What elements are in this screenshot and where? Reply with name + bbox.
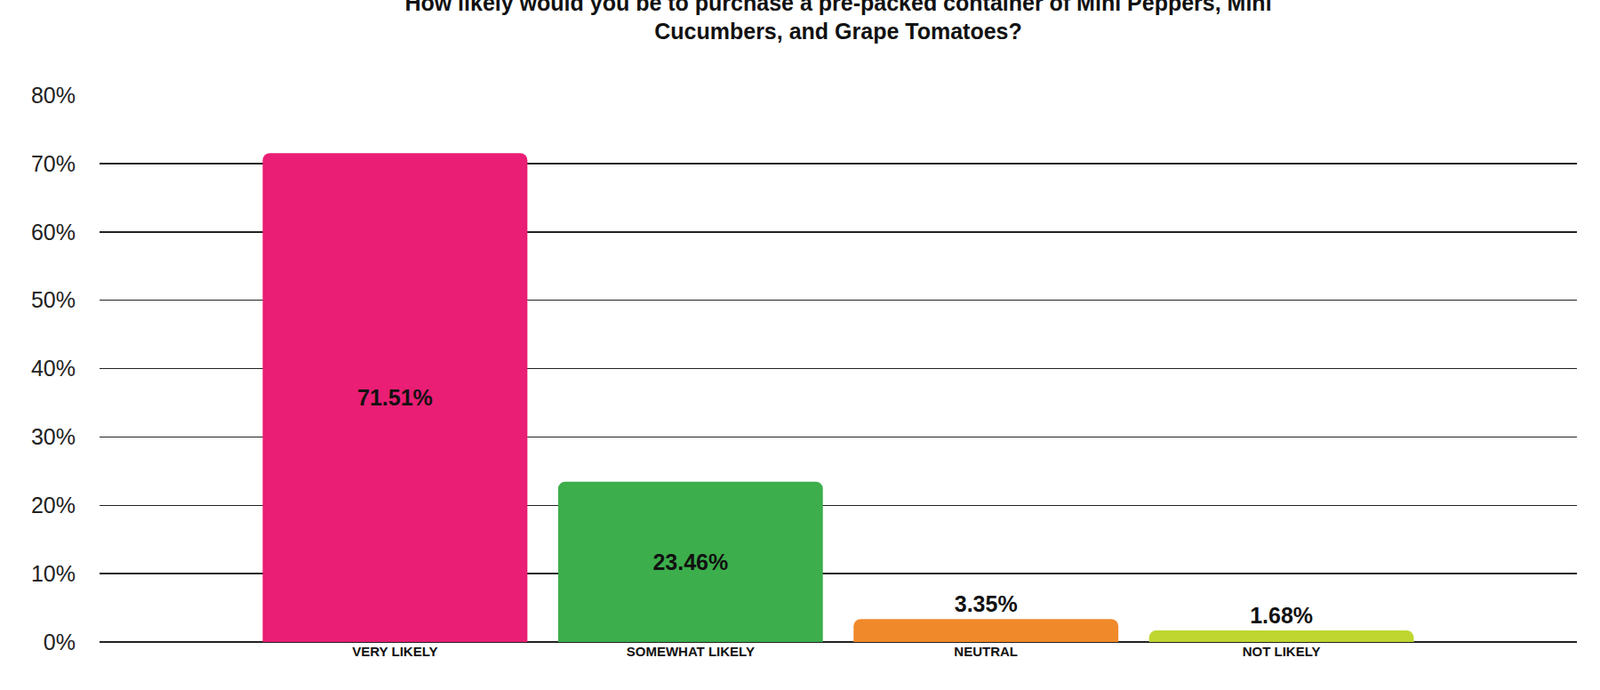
svg-text:NOT LIKELY: NOT LIKELY <box>1242 643 1321 659</box>
svg-text:3.35%: 3.35% <box>954 591 1018 616</box>
svg-text:71.51%: 71.51% <box>357 384 433 410</box>
svg-text:60%: 60% <box>31 219 76 245</box>
svg-text:0%: 0% <box>43 629 76 655</box>
svg-text:How likely would you be to pur: How likely would you be to purchase a pr… <box>404 0 1272 44</box>
svg-text:VERY LIKELY: VERY LIKELY <box>352 643 438 659</box>
svg-text:20%: 20% <box>31 492 76 518</box>
svg-text:80%: 80% <box>31 82 76 108</box>
svg-text:NEUTRAL: NEUTRAL <box>953 643 1018 659</box>
svg-text:23.46%: 23.46% <box>652 549 728 575</box>
svg-text:30%: 30% <box>31 424 76 449</box>
svg-text:1.68%: 1.68% <box>1249 602 1313 628</box>
svg-text:70%: 70% <box>31 151 76 176</box>
svg-text:40%: 40% <box>31 355 76 381</box>
svg-text:SOMEWHAT LIKELY: SOMEWHAT LIKELY <box>626 643 755 659</box>
svg-text:50%: 50% <box>31 287 76 312</box>
svg-text:10%: 10% <box>31 560 76 586</box>
